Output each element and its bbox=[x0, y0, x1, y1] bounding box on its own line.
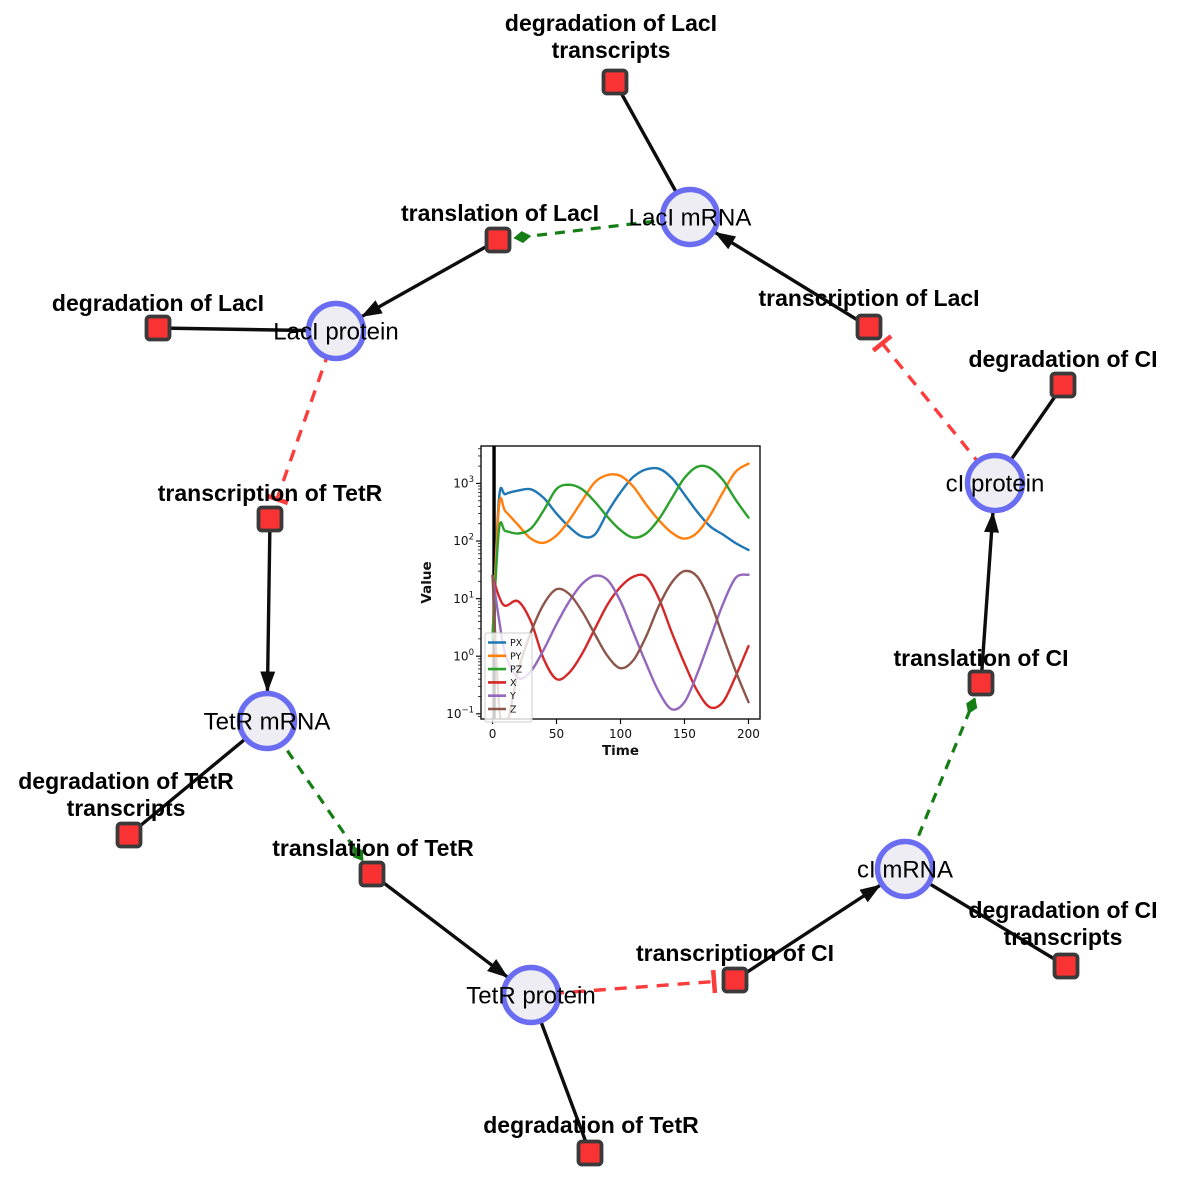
labels-layer: LacI mRNA LacI protein TetR mRNA TetR prote… bbox=[18, 10, 1157, 1138]
reaction-node-deg-ci-tx bbox=[1052, 952, 1080, 980]
reaction-label-line: transcription of LacI bbox=[758, 285, 979, 311]
legend-label-PZ: PZ bbox=[510, 665, 523, 676]
reaction-label-deg-tetr-tx: degradation of TetR transcripts bbox=[18, 768, 234, 821]
reaction-label-deg-tetr: degradation of TetR bbox=[483, 1112, 699, 1138]
reaction-label-transc-ci: transcription of CI bbox=[636, 940, 834, 966]
reaction-label-transl-tetr: translation of TetR bbox=[272, 835, 474, 861]
reaction-node-transc-ci bbox=[721, 966, 749, 994]
y-tick-exponent: 3 bbox=[469, 475, 474, 485]
edge-modifier-laci-mrna-transl-laci bbox=[513, 215, 691, 244]
series-line-X bbox=[491, 573, 750, 710]
species-node-ci-mrna bbox=[874, 838, 936, 900]
x-tick-label: 0 bbox=[489, 727, 497, 741]
edge-inhibition-tetr-protein-transc-ci bbox=[530, 969, 718, 997]
reaction-label-line: degradation of CI bbox=[968, 346, 1157, 372]
reaction-label-deg-ci-tx: degradation of CI transcripts bbox=[968, 897, 1157, 950]
edge-modifier-ci-mrna-transl-ci bbox=[903, 697, 978, 870]
series-line-PZ bbox=[491, 464, 750, 641]
reaction-node-transl-tetr bbox=[358, 860, 386, 888]
reaction-label-transc-laci: transcription of LacI bbox=[758, 285, 979, 311]
reaction-node-deg-tetr bbox=[576, 1139, 604, 1167]
reaction-label-transl-ci: translation of CI bbox=[893, 645, 1068, 671]
reaction-node-deg-laci bbox=[144, 314, 172, 342]
y-tick-label: 10−1 bbox=[446, 706, 474, 722]
y-tick-label: 100 bbox=[453, 648, 474, 664]
reaction-label-transl-laci: translation of LacI bbox=[401, 200, 599, 226]
reaction-label-line: degradation of TetR bbox=[18, 768, 234, 794]
species-node-laci-protein bbox=[305, 300, 367, 362]
legend-label-Y: Y bbox=[509, 691, 516, 702]
edge-production-transl-tetr-tetr-protein bbox=[370, 872, 509, 979]
y-tick-exponent: 0 bbox=[469, 648, 474, 658]
species-label-laci-mrna: LacI mRNA bbox=[629, 205, 752, 232]
y-tick-base: 10 bbox=[446, 707, 461, 721]
y-tick-base: 10 bbox=[453, 534, 468, 548]
reaction-label-line: transcripts bbox=[552, 37, 671, 63]
reaction-label-line: degradation of TetR bbox=[483, 1112, 699, 1138]
plot-frame bbox=[480, 445, 761, 720]
reaction-node-deg-ci bbox=[1049, 371, 1077, 399]
reaction-label-line: transcripts bbox=[1004, 924, 1123, 950]
reaction-node-deg-laci-tx bbox=[601, 68, 629, 96]
edge-production-transc-ci-ci-mrna bbox=[734, 883, 882, 982]
species-node-tetr-mrna bbox=[236, 690, 298, 752]
edge-production-transl-laci-laci-protein bbox=[360, 238, 499, 318]
reaction-node-transc-tetr bbox=[256, 505, 284, 533]
x-tick-label: 200 bbox=[737, 727, 760, 741]
reaction-label-line: translation of TetR bbox=[272, 835, 474, 861]
reaction-label-line: degradation of LacI bbox=[52, 290, 264, 316]
y-tick-label: 103 bbox=[453, 475, 474, 491]
x-tick-label: 100 bbox=[609, 727, 632, 741]
species-label-tetr-mrna: TetR mRNA bbox=[204, 709, 331, 736]
species-label-laci-protein: LacI protein bbox=[273, 319, 398, 346]
reaction-node-transl-ci bbox=[967, 669, 995, 697]
edge-production-transl-ci-ci-protein bbox=[979, 511, 1000, 684]
edge-production-transc-tetr-tetr-mrna bbox=[260, 518, 276, 693]
reaction-label-deg-laci-tx: degradation of LacI transcripts bbox=[505, 10, 717, 63]
edge-production-transc-laci-laci-mrna bbox=[714, 231, 870, 329]
species-label-ci-mrna: cI mRNA bbox=[857, 857, 953, 884]
y-tick-base: 10 bbox=[453, 649, 468, 663]
reaction-label-deg-laci: degradation of LacI bbox=[52, 290, 264, 316]
legend-label-Z: Z bbox=[510, 705, 517, 716]
reaction-node-transc-laci bbox=[855, 313, 883, 341]
reaction-node-deg-tetr-tx bbox=[115, 821, 143, 849]
x-axis-label: Time bbox=[602, 743, 639, 759]
species-label-tetr-protein: TetR protein bbox=[466, 983, 595, 1010]
edge-consumption-ci-mrna-deg-ci-tx bbox=[904, 867, 1067, 968]
x-tick-label: 50 bbox=[549, 727, 564, 741]
reaction-label-deg-ci: degradation of CI bbox=[968, 346, 1157, 372]
reaction-label-line: degradation of LacI bbox=[505, 10, 717, 36]
reaction-label-line: translation of LacI bbox=[401, 200, 599, 226]
series-line-PX bbox=[491, 466, 750, 641]
reaction-label-transc-tetr: transcription of TetR bbox=[158, 480, 383, 506]
y-tick-label: 101 bbox=[453, 590, 474, 606]
y-axis-label: Value bbox=[419, 561, 435, 603]
reaction-label-line: translation of CI bbox=[893, 645, 1068, 671]
reaction-label-line: degradation of CI bbox=[968, 897, 1157, 923]
species-node-laci-mrna bbox=[659, 186, 721, 248]
reaction-label-line: transcripts bbox=[67, 795, 186, 821]
y-tick-base: 10 bbox=[453, 592, 468, 606]
reaction-label-line: transcription of TetR bbox=[158, 480, 383, 506]
legend-label-X: X bbox=[510, 678, 517, 689]
species-node-ci-protein bbox=[964, 452, 1026, 514]
legend-label-PX: PX bbox=[510, 638, 523, 649]
species-label-ci-protein: cI protein bbox=[946, 471, 1045, 498]
y-tick-label: 102 bbox=[453, 533, 474, 549]
y-tick-exponent: 2 bbox=[469, 533, 474, 543]
series-line-PY bbox=[491, 462, 750, 641]
y-tick-exponent: −1 bbox=[461, 706, 474, 716]
y-tick-base: 10 bbox=[453, 477, 468, 491]
y-tick-exponent: 1 bbox=[469, 590, 474, 600]
species-node-tetr-protein bbox=[500, 964, 562, 1026]
nodes-layer bbox=[115, 68, 1080, 1167]
reaction-node-transl-laci bbox=[484, 226, 512, 254]
legend-label-PY: PY bbox=[510, 651, 522, 662]
reaction-label-line: transcription of CI bbox=[636, 940, 834, 966]
x-tick-label: 150 bbox=[673, 727, 696, 741]
